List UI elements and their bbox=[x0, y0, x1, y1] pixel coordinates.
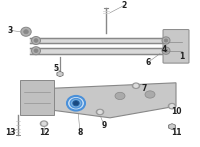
Circle shape bbox=[145, 91, 155, 98]
Polygon shape bbox=[57, 71, 63, 77]
Ellipse shape bbox=[34, 39, 38, 42]
Text: 11: 11 bbox=[171, 128, 181, 137]
Text: 10: 10 bbox=[171, 107, 181, 116]
Ellipse shape bbox=[164, 49, 168, 52]
Text: 5: 5 bbox=[53, 64, 59, 73]
Ellipse shape bbox=[24, 30, 28, 34]
Circle shape bbox=[58, 73, 62, 75]
Text: 7: 7 bbox=[141, 84, 147, 93]
Ellipse shape bbox=[67, 96, 85, 111]
Ellipse shape bbox=[164, 39, 168, 42]
Polygon shape bbox=[44, 83, 176, 118]
Text: 6: 6 bbox=[145, 58, 151, 67]
Circle shape bbox=[170, 105, 174, 108]
Text: 9: 9 bbox=[101, 121, 107, 130]
Text: 4: 4 bbox=[161, 45, 167, 54]
Circle shape bbox=[42, 122, 46, 125]
Circle shape bbox=[96, 109, 104, 115]
Text: 2: 2 bbox=[121, 1, 127, 10]
Circle shape bbox=[115, 92, 125, 100]
Text: 12: 12 bbox=[39, 128, 49, 137]
Circle shape bbox=[168, 103, 176, 109]
Ellipse shape bbox=[34, 49, 38, 52]
Text: 1: 1 bbox=[179, 52, 185, 61]
Ellipse shape bbox=[70, 98, 82, 108]
Ellipse shape bbox=[32, 36, 40, 45]
Circle shape bbox=[132, 83, 140, 88]
Circle shape bbox=[40, 121, 48, 126]
Ellipse shape bbox=[162, 47, 170, 54]
Circle shape bbox=[74, 102, 78, 105]
Polygon shape bbox=[169, 124, 175, 130]
Circle shape bbox=[170, 125, 174, 128]
Text: 8: 8 bbox=[77, 128, 83, 137]
Circle shape bbox=[98, 111, 102, 113]
Text: 3: 3 bbox=[7, 26, 13, 35]
Ellipse shape bbox=[73, 101, 79, 106]
Ellipse shape bbox=[162, 37, 170, 44]
Circle shape bbox=[134, 84, 138, 87]
FancyBboxPatch shape bbox=[163, 30, 189, 63]
Text: 13: 13 bbox=[5, 128, 15, 137]
Polygon shape bbox=[20, 80, 54, 115]
Ellipse shape bbox=[32, 47, 40, 55]
Ellipse shape bbox=[21, 27, 31, 36]
